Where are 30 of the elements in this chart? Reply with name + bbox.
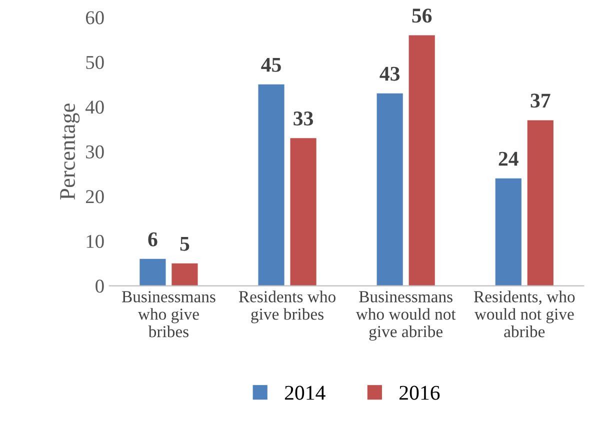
data-label: 43 <box>380 66 400 81</box>
legend-label: 2016 <box>400 386 440 400</box>
x-tick-label: Businessmans who give bribes <box>122 291 216 338</box>
data-label: 45 <box>261 58 281 72</box>
bar <box>408 35 435 286</box>
data-label: 33 <box>294 112 313 126</box>
y-tick-label: 10 <box>86 234 104 248</box>
data-label: 5 <box>180 236 190 251</box>
y-tick-label: 60 <box>86 11 104 24</box>
bar <box>376 93 403 286</box>
bar <box>290 138 316 286</box>
bar <box>495 178 522 286</box>
x-tick-label: Residents who give bribes <box>238 290 336 324</box>
y-tick-label: 20 <box>86 190 104 204</box>
data-label: 37 <box>530 94 550 108</box>
data-label: 24 <box>498 152 518 166</box>
y-tick-label: 30 <box>86 145 104 158</box>
legend-label: 2014 <box>284 386 326 400</box>
bar <box>172 263 198 286</box>
bar <box>258 84 284 286</box>
data-label: 56 <box>412 8 432 23</box>
y-tick-label: 50 <box>86 56 104 69</box>
x-tick-label: Residents, who would not give abribe <box>474 290 575 338</box>
y-tick-label: 0 <box>96 280 104 293</box>
y-tick-label: 40 <box>86 100 104 114</box>
data-label: 6 <box>148 232 158 246</box>
bar <box>527 120 554 286</box>
y-axis-title: Percentage <box>60 104 80 200</box>
bar <box>140 258 166 286</box>
x-tick-label: Businessmans who would not give abribe <box>356 291 456 341</box>
